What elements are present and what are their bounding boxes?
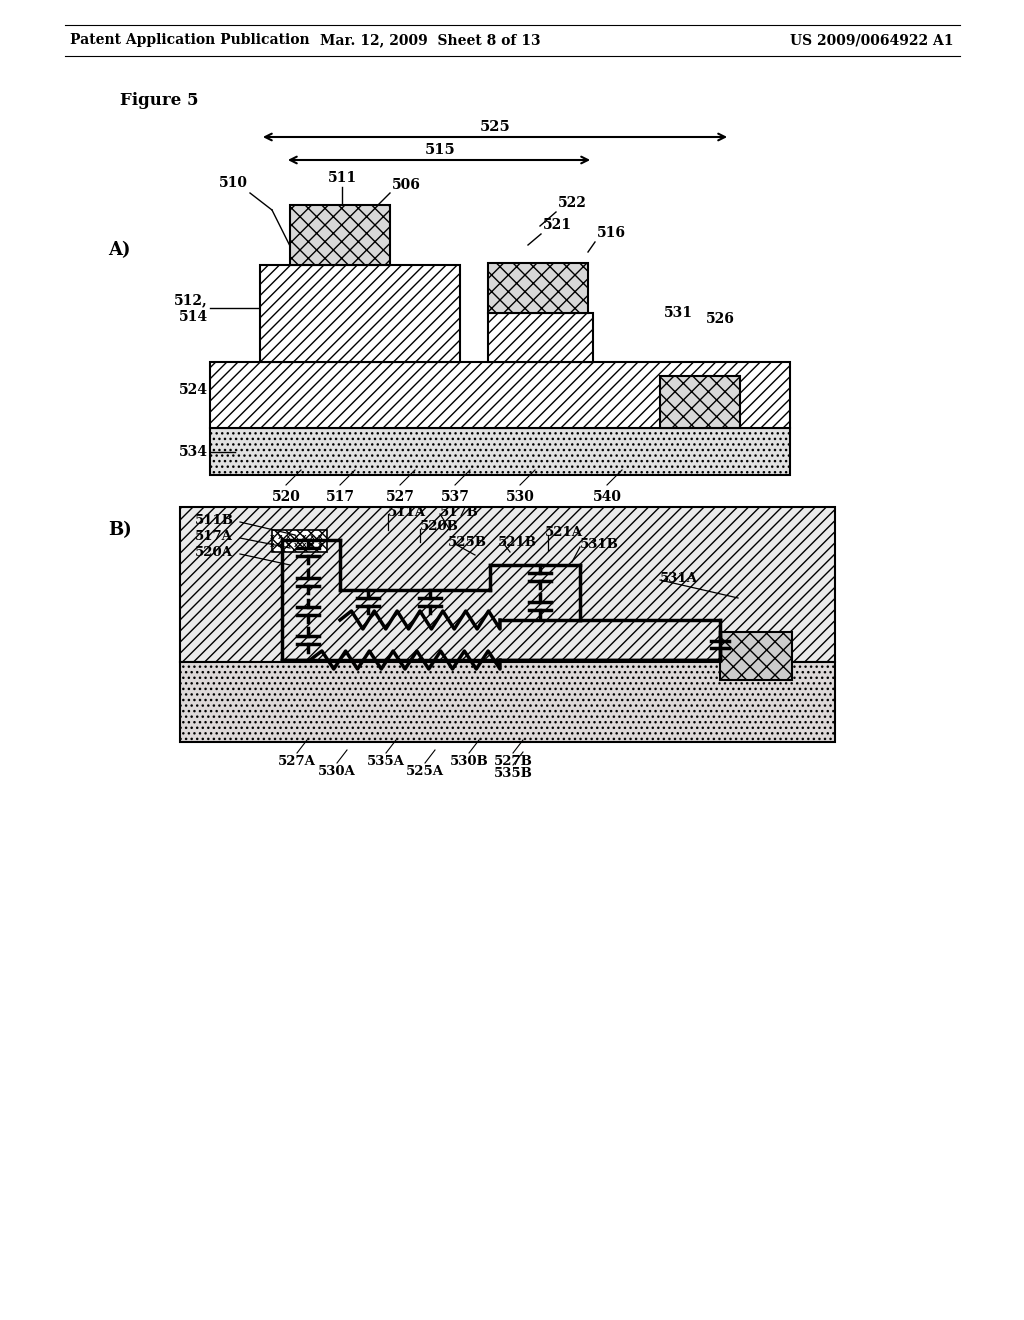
Text: x: x xyxy=(309,543,314,548)
Text: x: x xyxy=(317,535,323,540)
Bar xyxy=(210,362,790,428)
Text: 525: 525 xyxy=(479,120,510,135)
Text: 521B: 521B xyxy=(498,536,537,549)
Text: 524: 524 xyxy=(179,383,208,397)
Bar xyxy=(180,663,835,742)
Text: Mar. 12, 2009  Sheet 8 of 13: Mar. 12, 2009 Sheet 8 of 13 xyxy=(319,33,541,48)
Bar xyxy=(660,376,740,428)
Text: US 2009/0064922 A1: US 2009/0064922 A1 xyxy=(790,33,953,48)
Text: 521A: 521A xyxy=(545,527,583,540)
Text: 531B: 531B xyxy=(580,539,618,552)
Text: x: x xyxy=(286,543,290,548)
Text: x: x xyxy=(294,535,298,540)
Text: 515: 515 xyxy=(425,143,456,157)
Text: 540: 540 xyxy=(593,490,622,504)
Bar xyxy=(180,507,835,663)
Text: x: x xyxy=(317,543,323,548)
Text: 530A: 530A xyxy=(318,766,356,777)
Text: 535A: 535A xyxy=(367,755,404,768)
Text: x: x xyxy=(278,543,283,548)
Bar xyxy=(720,632,792,680)
Text: x: x xyxy=(278,535,283,540)
Text: 511: 511 xyxy=(328,172,356,185)
Text: 516: 516 xyxy=(597,226,626,240)
Text: 517A: 517A xyxy=(195,529,232,543)
Bar xyxy=(272,531,327,552)
Text: 517B: 517B xyxy=(440,506,479,519)
Text: B): B) xyxy=(108,521,132,539)
Text: 530: 530 xyxy=(506,490,535,504)
Text: 512,: 512, xyxy=(174,293,208,308)
Text: x: x xyxy=(302,543,306,548)
Text: 531A: 531A xyxy=(660,572,698,585)
Bar xyxy=(488,313,593,362)
Text: 511A: 511A xyxy=(388,506,426,519)
Text: 517: 517 xyxy=(326,490,354,504)
Text: Patent Application Publication: Patent Application Publication xyxy=(70,33,309,48)
Text: x: x xyxy=(286,535,290,540)
Bar xyxy=(260,265,460,362)
Text: 531: 531 xyxy=(664,306,693,319)
Text: 520A: 520A xyxy=(195,545,232,558)
Text: 534: 534 xyxy=(179,445,208,459)
Text: 525B: 525B xyxy=(449,536,487,549)
Text: 535B: 535B xyxy=(494,767,532,780)
Text: 514: 514 xyxy=(179,310,208,323)
Text: 527: 527 xyxy=(386,490,415,504)
Text: 527A: 527A xyxy=(279,755,316,768)
Text: 506: 506 xyxy=(392,178,421,191)
Text: 530B: 530B xyxy=(450,755,488,768)
Text: 520B: 520B xyxy=(420,520,459,533)
Text: 521: 521 xyxy=(543,218,572,232)
Bar xyxy=(488,263,588,313)
Text: x: x xyxy=(309,535,314,540)
Text: x: x xyxy=(294,543,298,548)
Text: Figure 5: Figure 5 xyxy=(120,92,199,110)
Text: x: x xyxy=(302,535,306,540)
Text: 520: 520 xyxy=(271,490,300,504)
Text: 511B: 511B xyxy=(195,513,234,527)
Text: 526: 526 xyxy=(706,312,735,326)
Text: x: x xyxy=(269,535,274,540)
Text: 527B: 527B xyxy=(494,755,532,768)
Bar xyxy=(290,205,390,265)
Bar xyxy=(210,428,790,475)
Text: 510: 510 xyxy=(219,176,248,190)
Text: x: x xyxy=(269,543,274,548)
Text: 525A: 525A xyxy=(406,766,444,777)
Text: A): A) xyxy=(108,242,130,259)
Text: 522: 522 xyxy=(558,195,587,210)
Text: 537: 537 xyxy=(440,490,469,504)
